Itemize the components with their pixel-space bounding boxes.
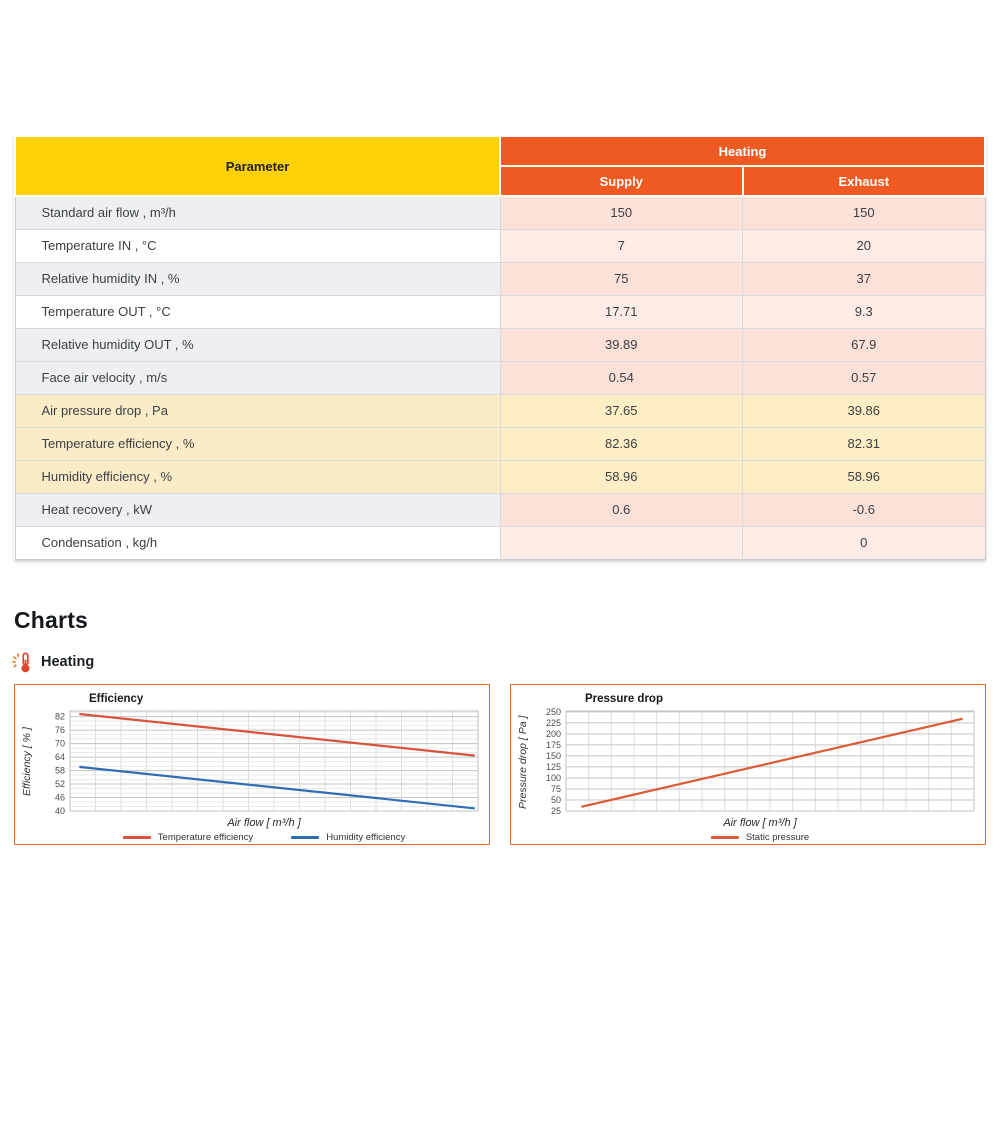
svg-text:64: 64	[55, 752, 65, 762]
chart-legend: Temperature efficiency Humidity efficienc…	[19, 832, 485, 843]
svg-text:25: 25	[551, 806, 561, 816]
table-row: Condensation , kg/h 0	[15, 525, 985, 559]
heating-subsection: Heating	[12, 652, 1000, 673]
row-supply-value: 82.36	[499, 426, 743, 460]
x-axis-label: Air flow [ m³/h ]	[227, 816, 301, 829]
row-parameter: Condensation , kg/h	[15, 525, 500, 559]
chart-legend: Static pressure	[515, 832, 981, 843]
svg-text:40: 40	[55, 806, 65, 816]
row-exhaust-value: 20	[742, 228, 985, 262]
svg-text:58: 58	[55, 765, 65, 775]
row-supply-value: 75	[499, 261, 743, 295]
legend-label: Humidity efficiency	[326, 831, 406, 843]
row-parameter: Temperature IN , °C	[15, 228, 500, 262]
charts-row: Efficiency Efficiency [ % ] 40 46 52 58 64 70…	[14, 683, 986, 845]
row-parameter: Humidity efficiency , %	[15, 459, 500, 493]
row-exhaust-value: 0.57	[742, 360, 985, 394]
row-exhaust-value: 58.96	[742, 459, 985, 493]
table-row: Standard air flow , m³/h 150 150	[15, 195, 985, 229]
table-row-highlighted: Humidity efficiency , % 58.96 58.96	[15, 459, 985, 493]
exhaust-column-header: Exhaust	[741, 165, 986, 197]
row-exhaust-value: 0	[742, 525, 985, 559]
pressure-drop-chart-panel: Pressure drop Pressure drop [ Pa ] 25 50 7…	[510, 683, 986, 845]
table-row: Relative humidity IN , % 75 37	[15, 261, 985, 295]
row-exhaust-value: 67.9	[742, 327, 985, 361]
svg-text:70: 70	[55, 738, 65, 748]
row-parameter: Air pressure drop , Pa	[15, 393, 500, 427]
row-exhaust-value: -0.6	[742, 492, 985, 526]
table-row: Relative humidity OUT , % 39.89 67.9	[15, 327, 985, 361]
table-row: Temperature IN , °C 7 20	[15, 228, 985, 262]
report-page: Parameter Heating Supply Exhaust Standar…	[0, 135, 1000, 845]
row-supply-value: 39.89	[499, 327, 743, 361]
efficiency-chart-panel: Efficiency Efficiency [ % ] 40 46 52 58 64 70…	[14, 683, 490, 845]
heating-thermometer-icon	[12, 652, 30, 672]
table-row: Heat recovery , kW 0.6 -0.6	[15, 492, 985, 526]
row-parameter: Face air velocity , m/s	[15, 360, 500, 394]
row-parameter: Relative humidity IN , %	[15, 261, 500, 295]
row-exhaust-value: 39.86	[742, 393, 985, 427]
heating-subsection-label: Heating	[41, 654, 95, 670]
svg-text:75: 75	[551, 784, 561, 794]
row-parameter: Temperature efficiency , %	[15, 426, 500, 460]
table-row: Face air velocity , m/s 0.54 0.57	[15, 360, 985, 394]
svg-text:150: 150	[546, 750, 561, 760]
svg-text:175: 175	[546, 739, 561, 749]
svg-text:50: 50	[551, 795, 561, 805]
svg-text:225: 225	[546, 717, 561, 727]
parameters-table: Parameter Heating Supply Exhaust Standar…	[14, 135, 986, 560]
legend-item: Humidity efficiency	[291, 832, 405, 843]
supply-column-header: Supply	[499, 165, 744, 197]
legend-swatch	[291, 835, 320, 839]
x-axis-label: Air flow [ m³/h ]	[723, 816, 797, 829]
legend-swatch	[710, 835, 739, 839]
y-axis-label: Pressure drop [ Pa ]	[517, 714, 529, 809]
y-axis-label: Efficiency [ % ]	[21, 727, 33, 796]
table-body: Standard air flow , m³/h 150 150 Tempera…	[15, 195, 985, 559]
legend-label: Temperature efficiency	[157, 831, 254, 843]
row-supply-value: 0.6	[499, 492, 743, 526]
row-exhaust-value: 9.3	[742, 294, 985, 328]
table-header: Parameter Heating Supply Exhaust	[14, 135, 986, 197]
table-row-highlighted: Temperature efficiency , % 82.36 82.31	[15, 426, 985, 460]
charts-section-title: Charts	[14, 606, 89, 633]
svg-text:250: 250	[546, 708, 561, 717]
parameter-column-header: Parameter	[14, 135, 501, 197]
svg-text:200: 200	[546, 728, 561, 738]
legend-item: Temperature efficiency	[122, 831, 254, 843]
legend-swatch	[122, 835, 151, 839]
chart-title: Pressure drop	[585, 692, 663, 705]
row-supply-value	[499, 525, 743, 559]
table-row-highlighted: Air pressure drop , Pa 37.65 39.86	[15, 393, 985, 427]
legend-item: Static pressure	[710, 831, 810, 843]
row-exhaust-value: 150	[742, 195, 985, 229]
row-supply-value: 150	[499, 195, 743, 229]
svg-text:125: 125	[546, 761, 561, 771]
table-row: Temperature OUT , °C 17.71 9.3	[15, 294, 985, 328]
row-exhaust-value: 82.31	[742, 426, 985, 460]
legend-label: Static pressure	[745, 831, 810, 843]
chart-title: Efficiency	[89, 692, 144, 705]
svg-text:52: 52	[55, 779, 65, 789]
row-exhaust-value: 37	[742, 261, 985, 295]
row-supply-value: 7	[499, 228, 743, 262]
heating-group-header: Heating	[499, 135, 986, 167]
row-parameter: Relative humidity OUT , %	[15, 327, 500, 361]
svg-text:46: 46	[55, 792, 65, 802]
svg-text:76: 76	[55, 725, 65, 735]
row-parameter: Heat recovery , kW	[15, 492, 500, 526]
efficiency-plot-area: 40 46 52 58 64 70 76 82	[55, 710, 479, 816]
svg-text:100: 100	[546, 773, 561, 783]
row-parameter: Temperature OUT , °C	[15, 294, 500, 328]
row-parameter: Standard air flow , m³/h	[15, 195, 500, 229]
row-supply-value: 0.54	[499, 360, 743, 394]
svg-text:82: 82	[55, 711, 65, 721]
row-supply-value: 17.71	[499, 294, 743, 328]
row-supply-value: 37.65	[499, 393, 743, 427]
row-supply-value: 58.96	[499, 459, 743, 493]
